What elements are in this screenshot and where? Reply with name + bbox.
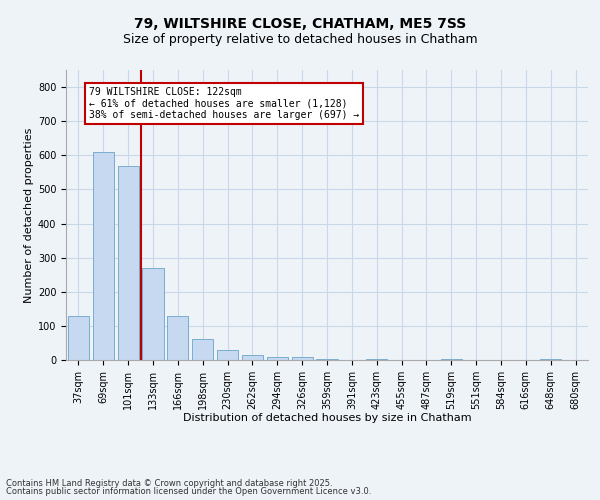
Bar <box>118 166 139 360</box>
Text: 79, WILTSHIRE CLOSE, CHATHAM, ME5 7SS: 79, WILTSHIRE CLOSE, CHATHAM, ME5 7SS <box>134 18 466 32</box>
Bar <box>242 355 263 360</box>
X-axis label: Distribution of detached houses by size in Chatham: Distribution of detached houses by size … <box>182 414 472 424</box>
Bar <box>441 358 462 360</box>
Bar <box>93 152 114 360</box>
Bar <box>142 268 164 360</box>
Bar <box>316 358 338 360</box>
Bar <box>192 339 213 360</box>
Bar <box>540 358 561 360</box>
Bar <box>366 358 387 360</box>
Y-axis label: Number of detached properties: Number of detached properties <box>23 128 34 302</box>
Bar <box>68 316 89 360</box>
Text: Contains HM Land Registry data © Crown copyright and database right 2025.: Contains HM Land Registry data © Crown c… <box>6 478 332 488</box>
Bar <box>292 356 313 360</box>
Bar <box>267 356 288 360</box>
Text: Contains public sector information licensed under the Open Government Licence v3: Contains public sector information licen… <box>6 487 371 496</box>
Bar <box>217 350 238 360</box>
Text: 79 WILTSHIRE CLOSE: 122sqm
← 61% of detached houses are smaller (1,128)
38% of s: 79 WILTSHIRE CLOSE: 122sqm ← 61% of deta… <box>89 87 359 120</box>
Bar <box>167 316 188 360</box>
Text: Size of property relative to detached houses in Chatham: Size of property relative to detached ho… <box>122 32 478 46</box>
